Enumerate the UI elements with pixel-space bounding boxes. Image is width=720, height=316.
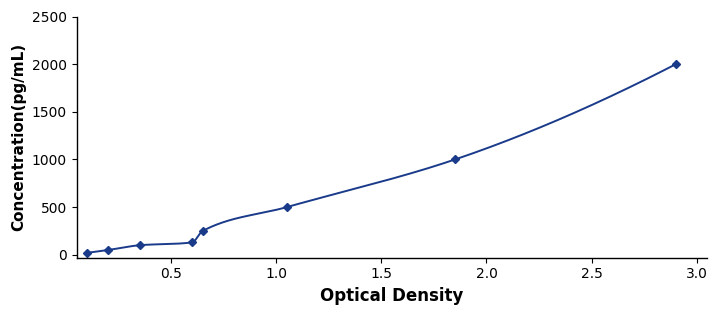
- Y-axis label: Concentration(pg/mL): Concentration(pg/mL): [11, 43, 26, 231]
- X-axis label: Optical Density: Optical Density: [320, 287, 464, 305]
